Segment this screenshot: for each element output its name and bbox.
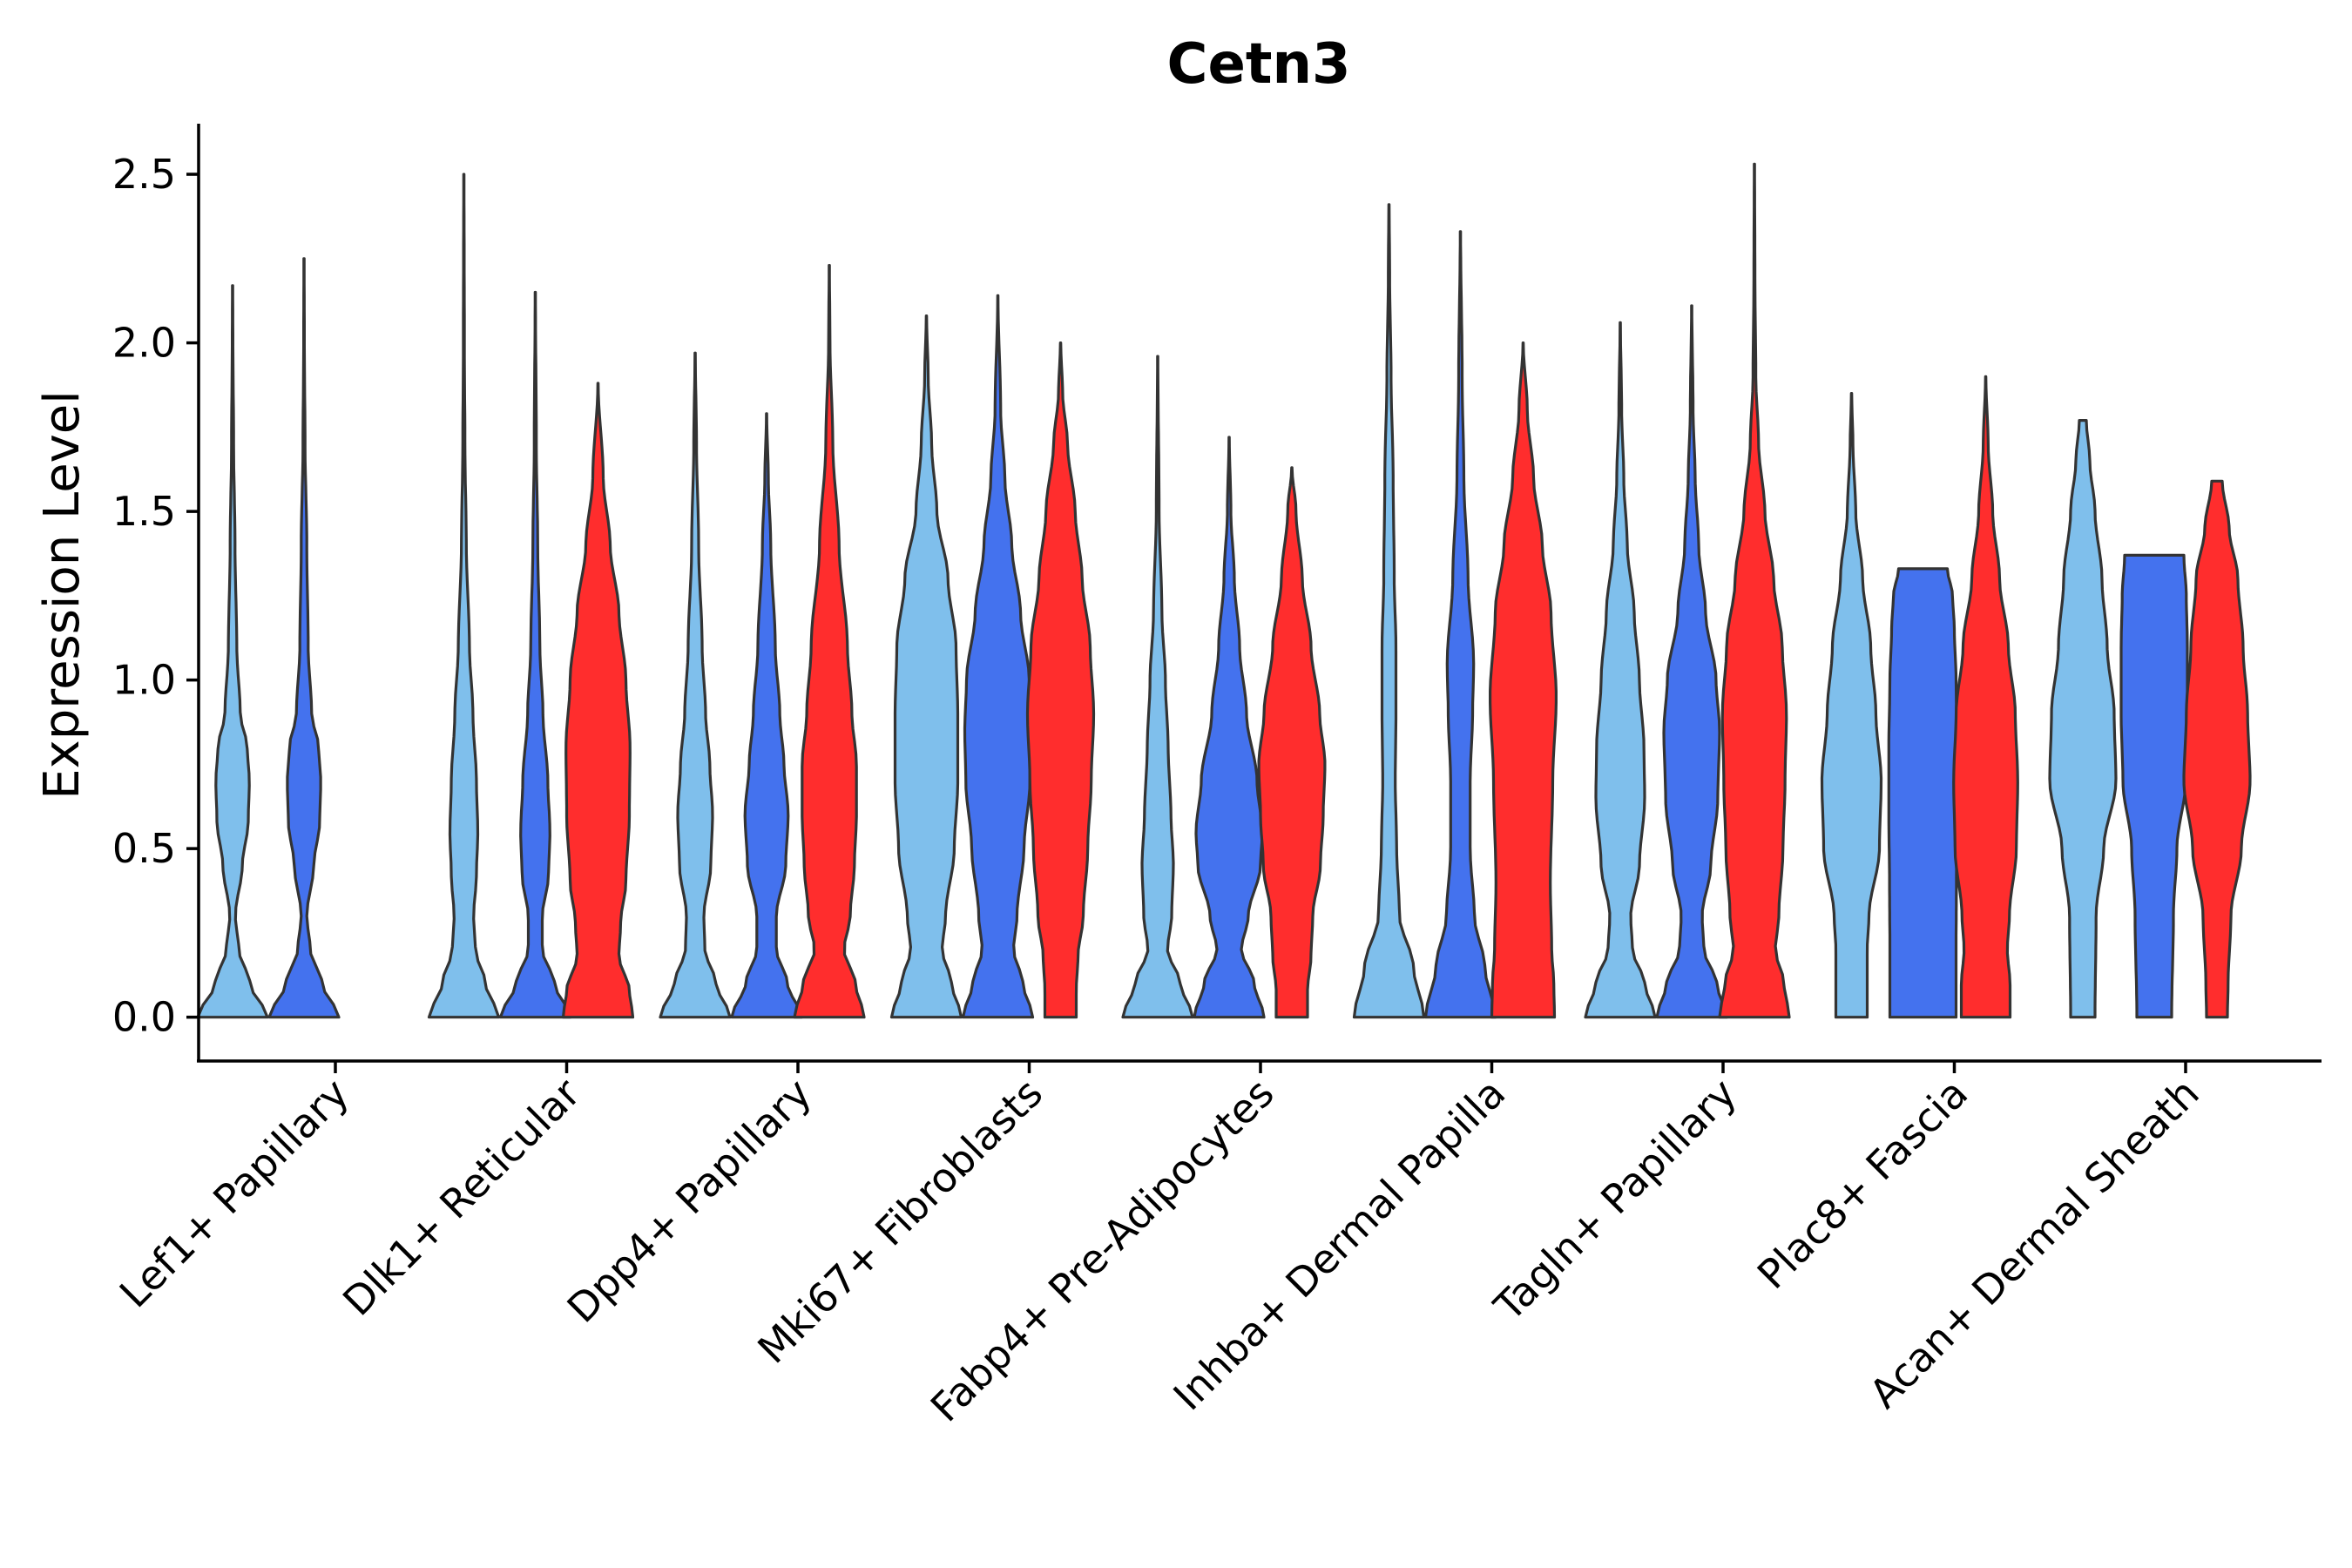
violin-shape [659, 351, 732, 1019]
y-tick-label: 1.0 [112, 657, 176, 704]
violin-shape [1121, 355, 1194, 1019]
y-ticks-group: 0.0 0.5 1.0 1.5 2.0 2.5 [112, 151, 199, 1041]
violin-shape [793, 264, 866, 1019]
violin-shape [1025, 341, 1096, 1019]
violin-shape [561, 382, 635, 1019]
violin-shape [1952, 375, 2019, 1019]
y-axis-label: Expression Level [34, 390, 91, 800]
y-tick-label: 0.5 [112, 825, 176, 872]
violin-shape [2182, 479, 2252, 1019]
violin-shape [498, 290, 572, 1019]
violin-shape [196, 284, 269, 1019]
y-tick-label: 1.5 [112, 488, 176, 535]
violin-shape [889, 314, 963, 1019]
violin-shape [2048, 419, 2118, 1019]
violin-shape [1584, 321, 1657, 1019]
violin-shape [2119, 553, 2189, 1019]
x-category-label: Dpp4+ Papillary [558, 1070, 821, 1332]
violin-shape [730, 412, 803, 1019]
violin-shape [961, 294, 1035, 1019]
violin-shape [1887, 567, 1959, 1019]
x-category-label: Lef1+ Papillary [111, 1070, 358, 1317]
x-category-label: Plac8+ Fascia [1748, 1070, 1977, 1298]
violin-shape [1423, 230, 1497, 1019]
x-category-label: Dlk1+ Reticular [334, 1070, 589, 1325]
violin-shape [1352, 203, 1426, 1019]
violin-shape [427, 172, 501, 1019]
violin-shape [1655, 304, 1728, 1019]
violin-shape [1193, 436, 1266, 1019]
violin-shape [1257, 466, 1327, 1019]
x-category-label: Tagln+ Papillary [1484, 1070, 1746, 1331]
violin-shape [1489, 341, 1558, 1019]
violins-group [196, 162, 2252, 1019]
violin-shape [1718, 162, 1791, 1019]
violin-shape [1820, 392, 1883, 1019]
y-tick-label: 2.0 [112, 320, 176, 367]
violin-shape [267, 257, 341, 1019]
chart-title: Cetn3 [1166, 32, 1350, 97]
y-tick-label: 0.0 [112, 994, 176, 1041]
y-tick-label: 2.5 [112, 151, 176, 198]
